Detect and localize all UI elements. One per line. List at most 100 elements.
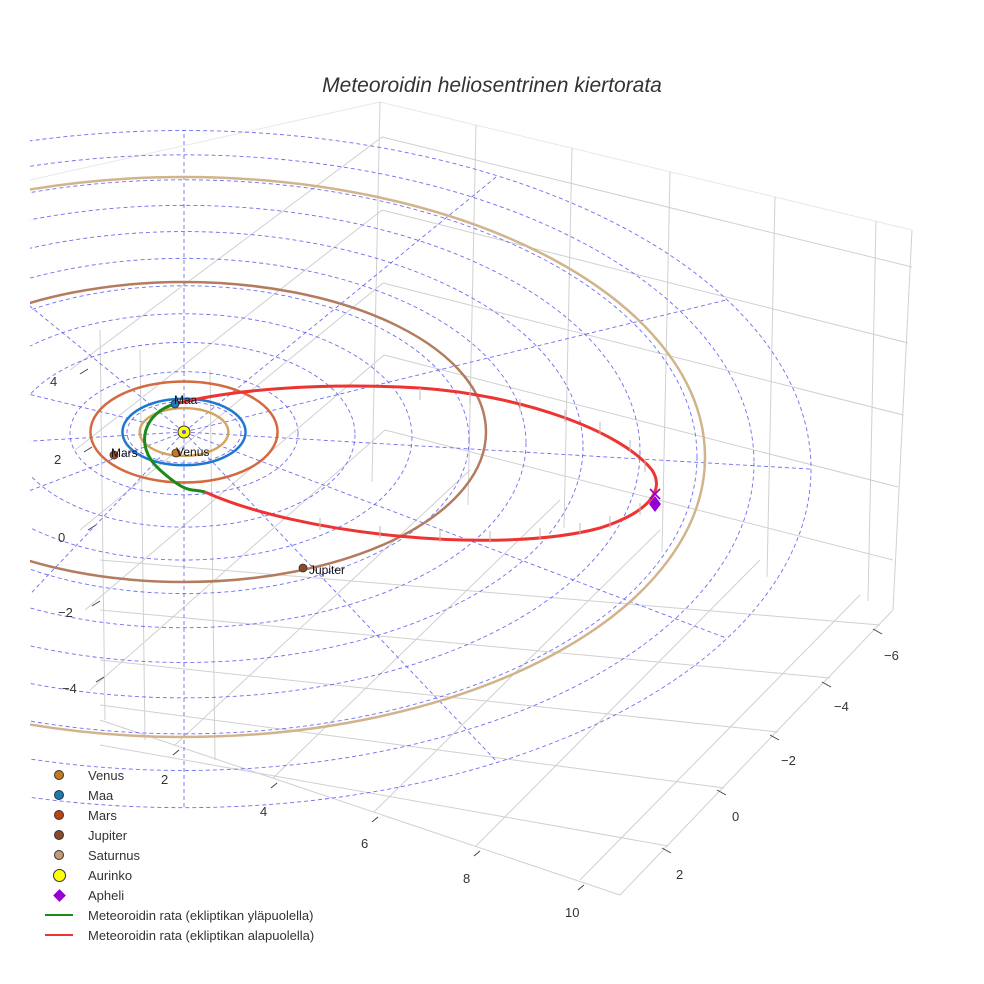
orbit-saturnus: [30, 175, 707, 739]
axis-tick-mark: [172, 749, 180, 756]
jupiter-marker-icon: [54, 830, 64, 840]
left-wall-gridline: [74, 209, 383, 451]
axis-tick-mark: [95, 676, 105, 683]
saturnus-marker-icon: [54, 850, 64, 860]
legend-item-jupiter[interactable]: Jupiter: [38, 825, 314, 845]
left-wall-gridline: [84, 354, 385, 611]
sun-marker-icon: [52, 868, 66, 882]
planet-marker-mars: [109, 450, 119, 460]
box-edge: [379, 101, 913, 231]
legend-label: Saturnus: [88, 847, 141, 863]
back-wall-gridline: [381, 136, 913, 268]
chart-title: Meteoroidin heliosentrinen kiertorata: [322, 74, 662, 97]
floor-gridline: [99, 704, 725, 789]
legend-item-aurinko[interactable]: Aurinko: [38, 865, 314, 885]
box-edge: [892, 229, 913, 611]
back-wall-gridline: [381, 209, 909, 344]
axis-tick-mark: [769, 734, 780, 741]
label-maa: Maa: [174, 393, 198, 407]
grid-ring: [30, 341, 356, 528]
back-wall-gridline: [382, 282, 904, 416]
planet-marker-jupiter: [298, 563, 308, 573]
orbit-maa: [121, 397, 247, 467]
ecliptic-grid: [30, 130, 812, 809]
grid-radial-line: [183, 431, 728, 639]
axis-tick-mark: [821, 681, 832, 688]
x-tick: 8: [463, 871, 470, 886]
floor-gridline: [579, 594, 861, 881]
meteoroid-orbit-below: [174, 384, 658, 542]
aphelion-cross-marker: [649, 488, 661, 500]
legend-item-apheli[interactable]: Apheli: [38, 885, 314, 905]
z-tick: −2: [58, 605, 73, 620]
grid-radial-line: [183, 175, 498, 433]
axis-tick-mark: [473, 850, 481, 857]
legend-item-mars[interactable]: Mars: [38, 805, 314, 825]
grid-ring: [30, 231, 584, 663]
x-axis-ticks: 2 4 6 8 10: [161, 772, 579, 920]
z-axis-ticks: 4 2 0 −2 −4: [50, 374, 77, 696]
legend-item-venus[interactable]: Venus: [38, 765, 314, 785]
meteoroid-orbit: [143, 384, 658, 542]
axis-tick-mark: [371, 816, 379, 823]
back-wall-gridline: [766, 196, 776, 577]
back-wall-gridline: [384, 429, 894, 561]
grid-ring: [69, 371, 299, 496]
floor-gridline: [475, 559, 761, 847]
legend-label: Mars: [88, 807, 117, 823]
box-edge: [99, 719, 621, 896]
label-venus: Venus: [176, 445, 209, 459]
y-tick: −6: [884, 648, 899, 663]
y-tick: 0: [732, 809, 739, 824]
box-edge: [29, 101, 381, 181]
back-wall-gridline: [867, 221, 877, 602]
left-wall-gridline: [69, 136, 383, 371]
axis-tick-mark: [91, 600, 101, 607]
legend-label: Aurinko: [88, 867, 133, 883]
y-axis-ticks: −6 −4 −2 0 2: [676, 648, 899, 882]
maa-marker-icon: [54, 790, 64, 800]
grid-ring: [30, 179, 698, 735]
x-tick: 2: [161, 772, 168, 787]
axis-box-grid: [29, 101, 913, 896]
legend-item-saturnus[interactable]: Saturnus: [38, 845, 314, 865]
axis-tick-mark: [79, 368, 89, 375]
y-tick: 2: [676, 867, 683, 882]
mars-marker-icon: [54, 810, 64, 820]
legend-label: Maa: [88, 787, 114, 803]
floor-gridline: [174, 469, 471, 746]
planet-marker-venus: [171, 448, 181, 458]
axis-tick-mark: [577, 884, 585, 891]
legend-label: Meteoroidin rata (ekliptikan alapuolella…: [88, 927, 315, 943]
floor-gridline: [99, 609, 831, 679]
label-jupiter: Jupiter: [309, 563, 345, 577]
floor-gridline: [99, 659, 779, 733]
legend: Venus Maa Mars Jupiter Saturnus Aurinko …: [38, 765, 314, 945]
legend-item-orbit-below[interactable]: Meteoroidin rata (ekliptikan alapuolella…: [38, 925, 314, 945]
back-wall-gridline: [371, 101, 381, 483]
legend-label: Jupiter: [88, 827, 128, 843]
floor-gridline: [99, 559, 881, 626]
red-line-icon: [45, 934, 73, 936]
y-tick: −2: [781, 753, 796, 768]
axis-tick-mark: [716, 789, 727, 796]
floor-gridline: [99, 744, 669, 847]
x-tick: 6: [361, 836, 368, 851]
grid-radial-line: [183, 299, 728, 433]
axis-tick-mark: [661, 847, 672, 854]
left-wall-gridline: [139, 349, 146, 741]
grid-radial-line: [30, 305, 185, 433]
legend-item-orbit-above[interactable]: Meteoroidin rata (ekliptikan yläpuolella…: [38, 905, 314, 925]
sun-center-dot: [182, 430, 186, 434]
back-wall-gridline: [467, 125, 477, 506]
legend-item-maa[interactable]: Maa: [38, 785, 314, 805]
planet-labels: Maa Venus Mars Jupiter: [111, 393, 345, 577]
orbit-mars: [89, 380, 279, 484]
left-wall-gridline: [99, 329, 106, 721]
aphelion-marker: [649, 496, 661, 512]
grid-radial-line: [183, 431, 498, 763]
grid-ring: [30, 205, 641, 699]
grid-ring: [30, 313, 413, 561]
planet-orbits: [30, 175, 707, 739]
